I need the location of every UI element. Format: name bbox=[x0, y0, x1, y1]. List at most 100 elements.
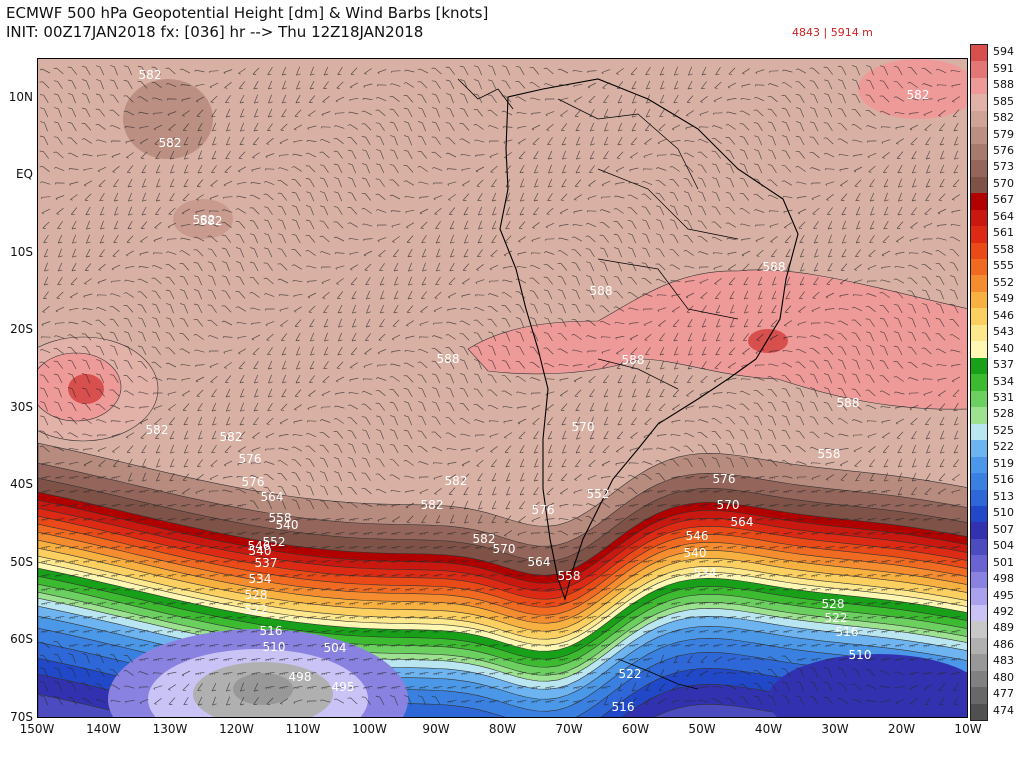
colorbar-level-label: 555 bbox=[993, 259, 1014, 273]
contour-label: 582 bbox=[159, 136, 182, 150]
colorbar-swatch bbox=[971, 456, 987, 474]
colorbar-swatch bbox=[971, 390, 987, 408]
colorbar-level-label: 474 bbox=[993, 703, 1014, 717]
colorbar-level-label: 519 bbox=[993, 456, 1014, 470]
colorbar-level-label: 546 bbox=[993, 308, 1014, 322]
colorbar-level-label: 486 bbox=[993, 637, 1014, 651]
contour-label: 588 bbox=[763, 260, 786, 274]
colorbar-level-label: 480 bbox=[993, 670, 1014, 684]
colorbar-swatch bbox=[971, 621, 987, 639]
colorbar-swatch bbox=[971, 143, 987, 161]
contour-label: 522 bbox=[245, 603, 268, 617]
colorbar-swatch bbox=[971, 308, 987, 326]
colorbar-swatch bbox=[971, 275, 987, 293]
contour-label: 576 bbox=[532, 503, 555, 517]
lat-label: 60S bbox=[10, 632, 33, 646]
colorbar-swatch bbox=[971, 522, 987, 540]
contour-label: 582 bbox=[907, 88, 930, 102]
lon-label: 50W bbox=[688, 722, 716, 736]
colorbar-level-label: 483 bbox=[993, 654, 1014, 668]
lat-label: 20S bbox=[10, 322, 33, 336]
antarctic-peninsula-coast bbox=[617, 658, 699, 690]
colorbar-swatch bbox=[971, 670, 987, 688]
contour-label: 510 bbox=[849, 648, 872, 662]
colorbar-level-label: 591 bbox=[993, 61, 1014, 75]
colorbar-level-label: 588 bbox=[993, 78, 1014, 92]
lon-label: 60W bbox=[621, 722, 650, 736]
contour-label: 570 bbox=[572, 420, 595, 434]
contour-label: 576 bbox=[242, 475, 265, 489]
colorbar-swatch bbox=[971, 226, 987, 244]
height-band bbox=[123, 79, 213, 159]
colorbar-swatch bbox=[971, 209, 987, 227]
contour-label: 528 bbox=[245, 588, 268, 602]
south-america-coast bbox=[499, 78, 799, 601]
lon-label: 100W bbox=[352, 722, 387, 736]
lon-label: 20W bbox=[887, 722, 916, 736]
colorbar-level-label: 522 bbox=[993, 440, 1014, 454]
colorbar-level-label: 540 bbox=[993, 341, 1014, 355]
contour-label: 516 bbox=[836, 625, 859, 639]
colorbar-swatch bbox=[971, 423, 987, 441]
contour-label: 582 bbox=[200, 214, 223, 228]
colorbar-level-label: 534 bbox=[993, 374, 1014, 388]
contour-label: 582 bbox=[139, 68, 162, 82]
contour-label: 582 bbox=[220, 430, 243, 444]
contour-label: 588 bbox=[590, 284, 613, 298]
contour-label: 588 bbox=[622, 353, 645, 367]
contour-label: 570 bbox=[493, 542, 516, 556]
colorbar-level-label: 567 bbox=[993, 193, 1014, 207]
colorbar-level-label: 573 bbox=[993, 160, 1014, 174]
contour-label: 570 bbox=[717, 498, 740, 512]
colorbar-level-label: 585 bbox=[993, 94, 1014, 108]
colorbar-level-label: 528 bbox=[993, 407, 1014, 421]
contour-label: 582 bbox=[193, 213, 216, 227]
colorbar-swatch bbox=[971, 341, 987, 359]
high-588-region bbox=[858, 59, 967, 119]
colorbar-level-label: 489 bbox=[993, 621, 1014, 635]
colorbar-swatch bbox=[971, 94, 987, 112]
contour-label: 558 bbox=[269, 511, 292, 525]
contour-label: 588 bbox=[437, 352, 460, 366]
contour-label: 516 bbox=[612, 700, 635, 714]
colorbar-level-label: 570 bbox=[993, 176, 1014, 190]
colorbar-swatch bbox=[971, 357, 987, 375]
contour-label: 540 bbox=[276, 518, 299, 532]
wind-barb-field bbox=[39, 65, 961, 706]
contour-label: 540 bbox=[249, 544, 272, 558]
wind-barbs bbox=[39, 65, 961, 706]
colorbar-level-label: 501 bbox=[993, 555, 1014, 569]
lon-label: 80W bbox=[488, 722, 517, 736]
colorbar-swatch bbox=[971, 555, 987, 573]
contour-labels: 5825825825825885885885885885825825765825… bbox=[139, 68, 930, 714]
colorbar-level-label: 549 bbox=[993, 292, 1014, 306]
contour-label: 582 bbox=[445, 474, 468, 488]
lon-label: 150W bbox=[19, 722, 55, 736]
colorbar-swatch bbox=[971, 473, 987, 490]
contour-label: 546 bbox=[248, 539, 271, 553]
colorbar-swatch bbox=[971, 588, 987, 606]
colorbar-level-label: 537 bbox=[993, 358, 1014, 372]
contour-label: 552 bbox=[263, 535, 286, 549]
lon-label: 120W bbox=[219, 722, 254, 736]
colorbar-level-label: 498 bbox=[993, 572, 1014, 586]
colorbar-level-label: 558 bbox=[993, 242, 1014, 256]
colorbar-level-label: 576 bbox=[993, 144, 1014, 157]
colorbar-level-label: 495 bbox=[993, 588, 1014, 602]
colorbar-swatch bbox=[971, 489, 987, 507]
contour-label: 540 bbox=[684, 546, 707, 560]
colorbar-swatch bbox=[971, 45, 987, 62]
colorbar-swatch bbox=[971, 259, 987, 276]
colorbar bbox=[970, 44, 988, 721]
colorbar-level-label: 477 bbox=[993, 687, 1014, 701]
contour-label: 528 bbox=[822, 597, 845, 611]
height-range-label: 4843 | 5914 m bbox=[792, 26, 873, 39]
colorbar-level-label: 507 bbox=[993, 522, 1014, 536]
contour-label: 534 bbox=[694, 566, 717, 580]
colorbar-level-label: 504 bbox=[993, 539, 1014, 553]
colorbar-level-label: 594 bbox=[993, 45, 1014, 59]
colorbar-level-label: 525 bbox=[993, 423, 1014, 437]
contour-label: 558 bbox=[558, 569, 581, 583]
colorbar-level-label: 531 bbox=[993, 390, 1014, 404]
colorbar-level-label: 513 bbox=[993, 489, 1014, 503]
